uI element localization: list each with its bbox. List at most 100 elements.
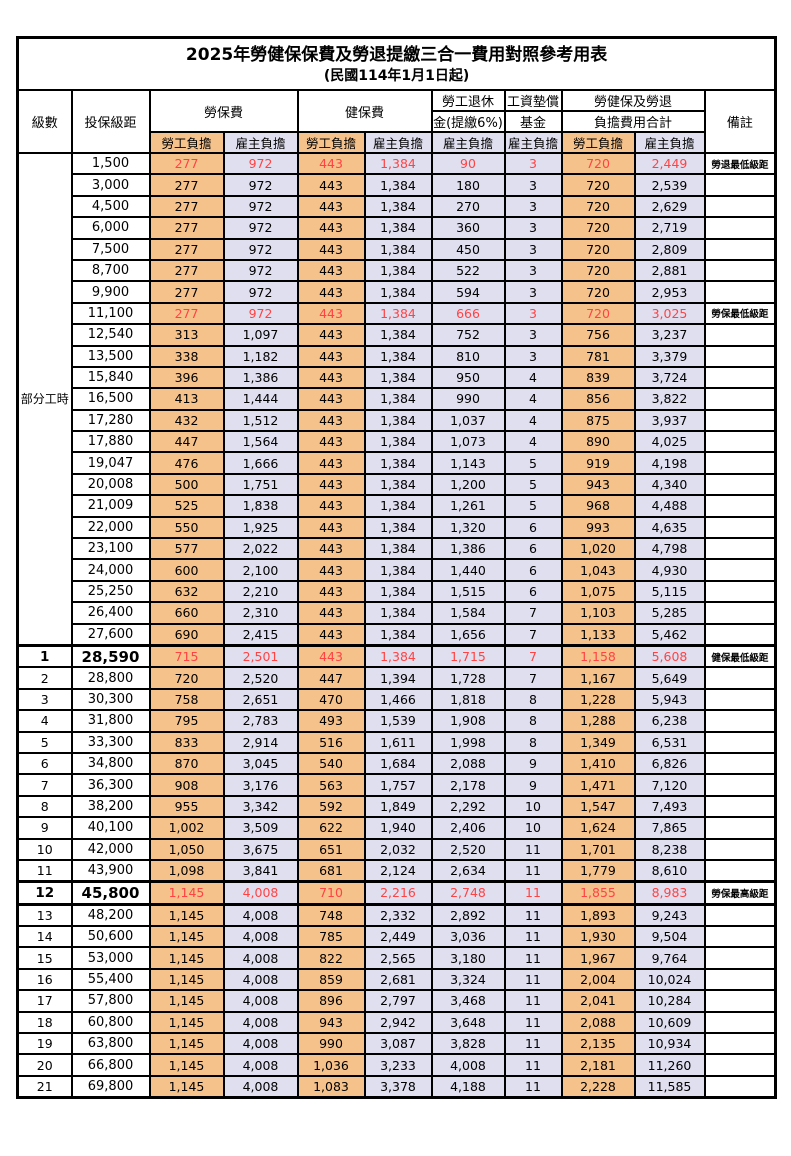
cell-total-employer: 2,881 — [633, 258, 706, 283]
title-cell: 2025年勞健保保費及勞退提繳三合一費用對照參考用表 (民國114年1月1日起) — [16, 36, 777, 91]
cell-health-employer: 1,849 — [363, 794, 433, 819]
cell-total-employee: 1,855 — [560, 880, 636, 906]
subheader-total-employee: 勞工負擔 — [560, 131, 636, 154]
cell-health-employer: 1,384 — [363, 216, 433, 240]
cell-pension-employer: 3,648 — [430, 1010, 506, 1035]
cell-pension-employer: 1,584 — [430, 601, 506, 625]
cell-fund-employer: 3 — [503, 323, 563, 347]
table-row: 17 57,800 1,145 4,008 896 2,797 3,468 11 2,041 10… — [16, 989, 777, 1013]
cell-total-employer: 2,539 — [633, 173, 706, 197]
cell-total-employer: 5,943 — [633, 687, 706, 712]
cell-health-employee: 443 — [296, 643, 366, 669]
cell-pension-employer: 990 — [430, 387, 506, 411]
cell-labor-employer: 3,675 — [222, 837, 299, 861]
cell-level: 20 — [16, 1053, 73, 1077]
cell-health-employee: 443 — [296, 151, 366, 176]
cell-pension-employer: 1,386 — [430, 537, 506, 561]
cell-health-employer: 1,384 — [363, 323, 433, 347]
cell-pension-employer: 752 — [430, 323, 506, 347]
cell-labor-employee: 690 — [148, 622, 225, 647]
col-header-level: 級數 — [16, 89, 73, 154]
cell-labor-employee: 833 — [148, 730, 225, 754]
cell-remark — [703, 730, 777, 754]
cell-fund-employer: 10 — [503, 794, 563, 819]
cell-total-employee: 1,624 — [560, 816, 636, 840]
cell-total-employee: 756 — [560, 323, 636, 347]
cell-total-employer: 4,798 — [633, 537, 706, 561]
cell-labor-employer: 4,008 — [222, 925, 299, 949]
cell-labor-employee: 413 — [148, 387, 225, 411]
cell-total-employee: 919 — [560, 451, 636, 475]
cell-total-employee: 1,288 — [560, 709, 636, 733]
subheader-total-employer: 雇主負擔 — [633, 131, 706, 154]
cell-health-employer: 1,384 — [363, 537, 433, 561]
subheader-fund-employer: 雇主負擔 — [503, 131, 563, 154]
cell-bracket: 50,600 — [70, 925, 151, 949]
cell-remark — [703, 408, 777, 433]
cell-total-employee: 1,133 — [560, 622, 636, 647]
cell-pension-employer: 180 — [430, 173, 506, 197]
cell-total-employer: 8,610 — [633, 858, 706, 883]
cell-health-employer: 1,757 — [363, 773, 433, 797]
cell-total-employee: 720 — [560, 216, 636, 240]
cell-remark — [703, 216, 777, 240]
cell-bracket: 12,540 — [70, 323, 151, 347]
cell-health-employer: 1,384 — [363, 237, 433, 261]
cell-pension-employer: 270 — [430, 194, 506, 219]
col-header-total-line2: 負擔費用合計 — [560, 110, 706, 133]
cell-health-employer: 2,216 — [363, 880, 433, 906]
cell-bracket: 26,400 — [70, 601, 151, 625]
table-row: 2 28,800 720 2,520 447 1,394 1,728 7 1,167 5,649 — [16, 666, 777, 690]
cell-total-employee: 875 — [560, 408, 636, 433]
cell-labor-employee: 1,002 — [148, 816, 225, 840]
col-header-pension-line2: 金(提繳6%) — [430, 110, 506, 133]
table-row: 25,250 632 2,210 443 1,384 1,515 6 1,075 5,115 — [18, 579, 777, 604]
cell-labor-employer: 1,751 — [222, 472, 299, 497]
table-row: 21,009 525 1,838 443 1,384 1,261 5 968 4,488 — [18, 494, 777, 518]
cell-bracket: 34,800 — [70, 751, 151, 776]
cell-remark — [703, 237, 777, 261]
cell-labor-employee: 1,145 — [148, 1074, 225, 1099]
cell-health-employer: 2,681 — [363, 967, 433, 992]
cell-total-employer: 3,822 — [633, 387, 706, 411]
cell-remark — [703, 967, 777, 992]
cell-labor-employee: 1,145 — [148, 1010, 225, 1035]
cell-total-employee: 2,135 — [560, 1031, 636, 1056]
cell-labor-employee: 1,145 — [148, 989, 225, 1013]
cell-health-employer: 1,539 — [363, 709, 433, 733]
cell-health-employer: 1,384 — [363, 643, 433, 669]
cell-total-employer: 5,608 — [633, 643, 706, 669]
cell-fund-employer: 8 — [503, 709, 563, 733]
cell-labor-employee: 1,145 — [148, 946, 225, 970]
cell-level: 15 — [16, 946, 73, 970]
cell-health-employee: 622 — [296, 816, 366, 840]
cell-bracket: 33,300 — [70, 730, 151, 754]
cell-total-employee: 1,020 — [560, 537, 636, 561]
subheader-pension-employer: 雇主負擔 — [430, 131, 506, 154]
cell-labor-employer: 1,564 — [222, 430, 299, 454]
page-title: 2025年勞健保保費及勞退提繳三合一費用對照參考用表 — [185, 45, 608, 66]
cell-pension-employer: 2,292 — [430, 794, 506, 819]
cell-fund-employer: 3 — [503, 344, 563, 368]
cell-pension-employer: 3,036 — [430, 925, 506, 949]
cell-total-employer: 2,809 — [633, 237, 706, 261]
fee-reference-table: 2025年勞健保保費及勞退提繳三合一費用對照參考用表 (民國114年1月1日起)… — [16, 36, 778, 1100]
table-row: 26,400 660 2,310 443 1,384 1,584 7 1,103 5,285 — [18, 601, 777, 625]
cell-labor-employee: 1,145 — [148, 1031, 225, 1056]
cell-pension-employer: 1,261 — [430, 494, 506, 518]
cell-total-employee: 720 — [560, 173, 636, 197]
cell-health-employee: 443 — [296, 258, 366, 283]
cell-labor-employer: 972 — [222, 173, 299, 197]
cell-remark — [703, 989, 777, 1013]
col-header-total-line1: 勞健保及勞退 — [560, 89, 706, 112]
cell-total-employer: 7,120 — [633, 773, 706, 797]
cell-total-employer: 9,243 — [633, 903, 706, 928]
cell-labor-employer: 2,914 — [222, 730, 299, 754]
cell-total-employer: 9,504 — [633, 925, 706, 949]
col-header-labor-insurance: 勞保費 — [148, 89, 299, 133]
cell-total-employee: 1,158 — [560, 643, 636, 669]
cell-health-employer: 2,797 — [363, 989, 433, 1013]
cell-bracket: 43,900 — [70, 858, 151, 883]
cell-bracket: 40,100 — [70, 816, 151, 840]
table-row: 13,500 338 1,182 443 1,384 810 3 781 3,379 — [18, 344, 777, 368]
